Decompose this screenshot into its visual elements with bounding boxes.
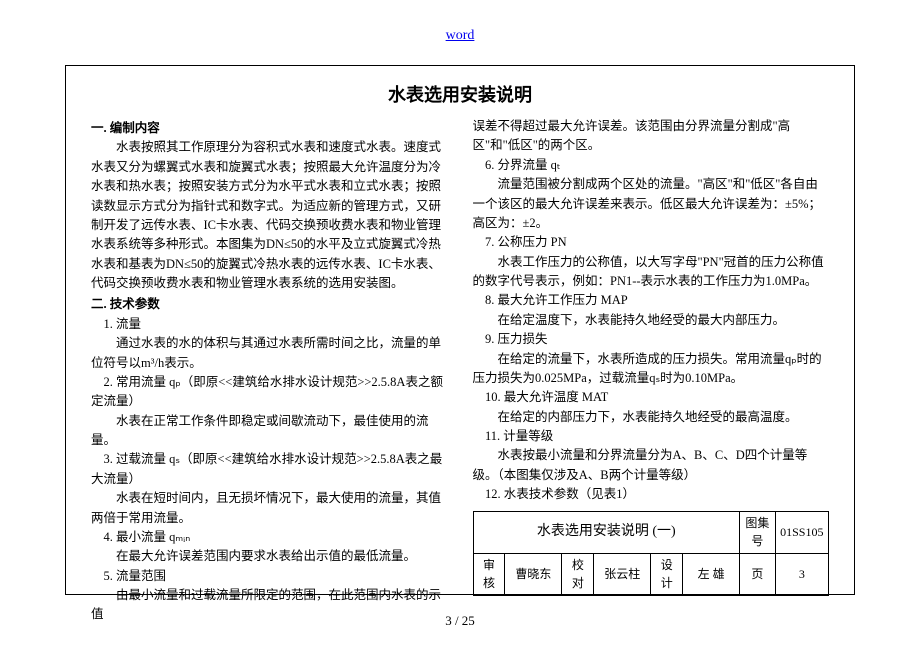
- title-block-table: 水表选用安装说明 (一) 图集号 01SS105 审核 曹晓东 校对 张云柱 设…: [473, 511, 830, 596]
- list-item: 9. 压力损失: [473, 330, 830, 349]
- signature-cell: 左 雄: [683, 553, 740, 595]
- list-item: 6. 分界流量 qₜ: [473, 156, 830, 175]
- body-text: 水表在短时间内，且无损坏情况下，最大使用的流量，其值两倍于常用流量。: [91, 489, 448, 528]
- table-row: 审核 曹晓东 校对 张云柱 设计 左 雄 页 3: [473, 553, 829, 595]
- body-text: 在给定的内部压力下，水表能持久地经受的最高温度。: [473, 408, 830, 427]
- label-cell: 图集号: [740, 511, 776, 553]
- value-cell: 3: [775, 553, 828, 595]
- list-item: 3. 过载流量 qₛ（即原<<建筑给水排水设计规范>>2.5.8A表之最大流量）: [91, 450, 448, 489]
- section-heading: 一. 编制内容: [91, 119, 448, 138]
- body-text: 水表在正常工作条件即稳定或间歇流动下，最佳使用的流量。: [91, 412, 448, 451]
- list-item: 10. 最大允许温度 MAT: [473, 388, 830, 407]
- header-link[interactable]: word: [446, 28, 475, 44]
- label-cell: 页: [740, 553, 776, 595]
- body-text: 通过水表的水的体积与其通过水表所需时间之比，流量的单位符号以m³/h表示。: [91, 334, 448, 373]
- list-item: 7. 公称压力 PN: [473, 233, 830, 252]
- column-right: 误差不得超过最大允许误差。该范围由分界流量分割成"高区"和"低区"的两个区。 6…: [473, 117, 830, 625]
- table-row: 水表选用安装说明 (一) 图集号 01SS105: [473, 511, 829, 553]
- signature-cell: 张云柱: [594, 553, 651, 595]
- body-text: 流量范围被分割成两个区处的流量。"高区"和"低区"各自由一个该区的最大允许误差来…: [473, 175, 830, 233]
- signature-cell: 曹晓东: [505, 553, 562, 595]
- list-item: 5. 流量范围: [91, 567, 448, 586]
- column-left: 一. 编制内容 水表按照其工作原理分为容积式水表和速度式水表。速度式水表又分为螺…: [91, 117, 448, 625]
- list-item: 8. 最大允许工作压力 MAP: [473, 291, 830, 310]
- body-text: 在最大允许误差范围内要求水表给出示值的最低流量。: [91, 547, 448, 566]
- page-title: 水表选用安装说明: [91, 81, 829, 107]
- list-item: 2. 常用流量 qₚ（即原<<建筑给水排水设计规范>>2.5.8A表之额定流量）: [91, 373, 448, 412]
- body-text: 由最小流量和过载流量所限定的范围，在此范围内水表的示值: [91, 586, 448, 625]
- value-cell: 01SS105: [775, 511, 828, 553]
- body-text: 水表工作压力的公称值，以大写字母"PN"冠首的压力公称值的数字代号表示，例如：P…: [473, 253, 830, 292]
- label-cell: 校对: [562, 553, 594, 595]
- drawing-title: 水表选用安装说明 (一): [473, 511, 740, 553]
- list-item: 4. 最小流量 qₘᵢₙ: [91, 528, 448, 547]
- label-cell: 审核: [473, 553, 505, 595]
- body-text: 在给定温度下，水表能持久地经受的最大内部压力。: [473, 311, 830, 330]
- label-cell: 设计: [651, 553, 683, 595]
- body-text: 误差不得超过最大允许误差。该范围由分界流量分割成"高区"和"低区"的两个区。: [473, 117, 830, 156]
- section-heading: 二. 技术参数: [91, 295, 448, 314]
- text-columns: 一. 编制内容 水表按照其工作原理分为容积式水表和速度式水表。速度式水表又分为螺…: [91, 117, 829, 625]
- body-text: 水表按最小流量和分界流量分为A、B、C、D四个计量等级。（本图集仅涉及A、B两个…: [473, 446, 830, 485]
- document-page: 水表选用安装说明 一. 编制内容 水表按照其工作原理分为容积式水表和速度式水表。…: [65, 65, 855, 595]
- page-number: 3 / 25: [445, 613, 475, 629]
- body-text: 在给定的流量下，水表所造成的压力损失。常用流量qₚ时的压力损失为0.025MPa…: [473, 350, 830, 389]
- list-item: 11. 计量等级: [473, 427, 830, 446]
- list-item: 1. 流量: [91, 315, 448, 334]
- list-item: 12. 水表技术参数（见表1）: [473, 485, 830, 504]
- body-text: 水表按照其工作原理分为容积式水表和速度式水表。速度式水表又分为螺翼式水表和旋翼式…: [91, 138, 448, 293]
